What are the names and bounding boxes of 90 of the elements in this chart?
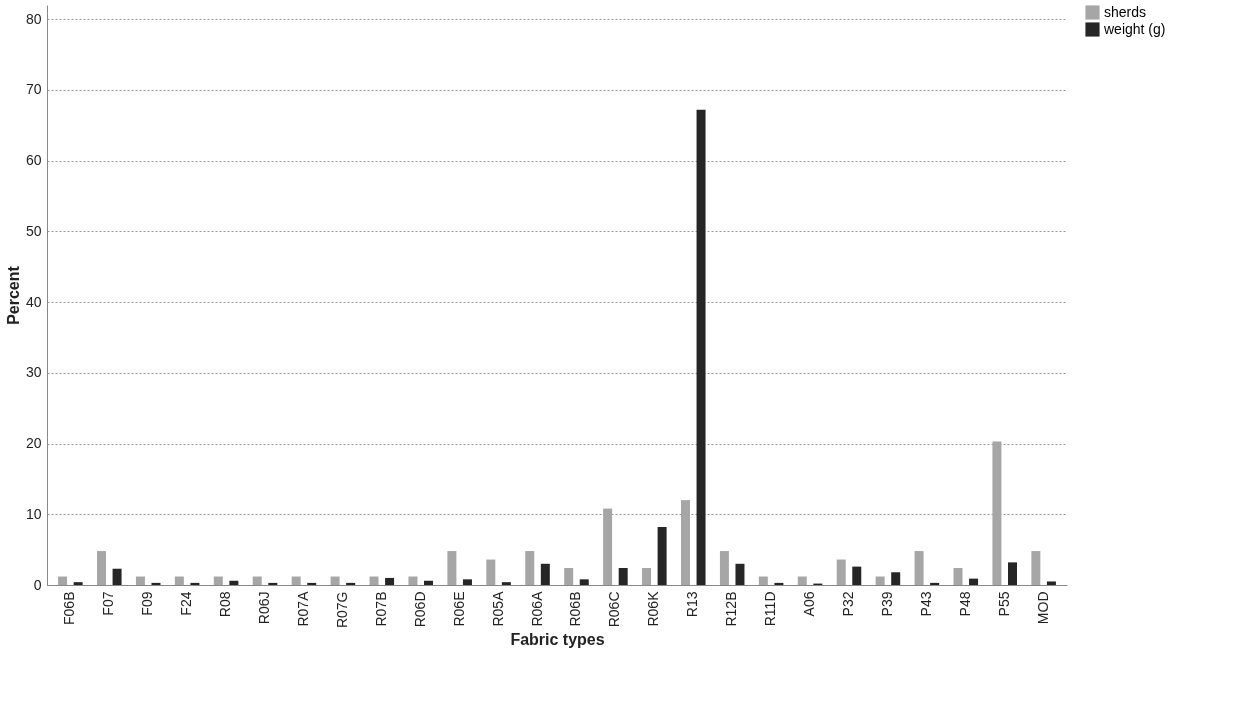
bar [891, 572, 901, 585]
bar [97, 551, 106, 585]
x-tick-label: R13 [684, 591, 701, 618]
legend-label: sherds [1104, 3, 1147, 20]
x-tick-label: R06J [256, 591, 273, 625]
bar [525, 551, 535, 585]
y-tick-label: 70 [25, 81, 42, 98]
x-tick-label: F06B [61, 591, 78, 625]
bar [385, 577, 395, 585]
x-tick-label: R06E [450, 591, 467, 627]
x-tick-label: R05A [489, 590, 506, 627]
bar [914, 551, 924, 585]
bar [774, 582, 784, 585]
bar [579, 579, 589, 585]
x-tick-label: P32 [839, 591, 856, 617]
bar [1046, 581, 1056, 585]
x-tick-label: P48 [956, 591, 973, 617]
x-tick-label: F07 [100, 591, 117, 616]
bar [307, 582, 317, 585]
bar [58, 576, 68, 585]
bar [953, 568, 963, 585]
bar [1008, 562, 1017, 585]
bar [291, 576, 301, 585]
x-tick-label: P43 [917, 591, 934, 617]
bar [174, 576, 184, 585]
bar [213, 576, 223, 585]
x-tick-label: R12B [723, 591, 740, 627]
bar [73, 582, 83, 585]
bar [424, 580, 434, 585]
y-tick-label: 30 [25, 364, 42, 381]
bar [696, 109, 706, 585]
bar [408, 576, 418, 585]
y-tick-label: 0 [33, 576, 42, 593]
y-tick-label: 50 [25, 222, 42, 239]
bar [642, 568, 652, 585]
bar [151, 582, 161, 585]
bar [112, 568, 122, 585]
x-tick-label: MOD [1034, 591, 1051, 625]
bar [758, 576, 768, 585]
y-axis-title: Percent [4, 265, 22, 325]
y-tick-label: 40 [25, 293, 42, 310]
bar [797, 576, 807, 585]
bar [369, 576, 379, 585]
bar [135, 576, 145, 585]
x-tick-label: R06D [411, 591, 428, 628]
bar [680, 500, 690, 585]
x-tick-label: P55 [995, 591, 1012, 617]
bar [735, 563, 745, 585]
y-tick-label: 60 [25, 152, 42, 169]
x-tick-label: R06K [645, 590, 662, 627]
x-tick-label: R07A [294, 590, 311, 627]
bar [268, 582, 278, 585]
y-tick-label: 10 [25, 505, 42, 522]
bar [330, 576, 340, 585]
x-tick-label: P39 [878, 591, 895, 617]
bar [447, 551, 457, 585]
bar [190, 582, 200, 585]
bar [836, 559, 846, 585]
bar [992, 441, 1002, 585]
bar [229, 580, 239, 585]
bar [346, 582, 356, 585]
x-tick-label: R07G [333, 591, 350, 629]
x-tick-label: R06B [567, 591, 584, 627]
x-tick-label: R06A [528, 590, 545, 627]
x-tick-label: R07B [372, 591, 389, 627]
bar [1031, 551, 1041, 585]
legend-label: weight (g) [1103, 20, 1166, 37]
bar [875, 576, 885, 585]
bar [930, 582, 940, 585]
y-tick-label: 80 [25, 10, 42, 27]
bar [462, 579, 472, 585]
x-tick-label: R08 [217, 591, 234, 618]
bar [719, 551, 729, 585]
x-tick-label: F09 [139, 591, 156, 616]
bar [657, 527, 667, 585]
bar [501, 582, 511, 585]
x-tick-label: R11D [762, 591, 779, 627]
bar [486, 559, 496, 585]
bar [618, 568, 628, 585]
bar [852, 566, 862, 585]
x-tick-label: R06C [606, 591, 623, 628]
bar [603, 508, 613, 585]
y-tick-label: 20 [25, 435, 42, 452]
x-tick-label: F24 [178, 591, 195, 616]
x-tick-label: A06 [801, 591, 818, 617]
x-axis-title: Fabric types [510, 631, 605, 649]
bar [252, 576, 262, 585]
bar [969, 578, 979, 585]
bar [564, 568, 574, 585]
bar [540, 563, 550, 585]
